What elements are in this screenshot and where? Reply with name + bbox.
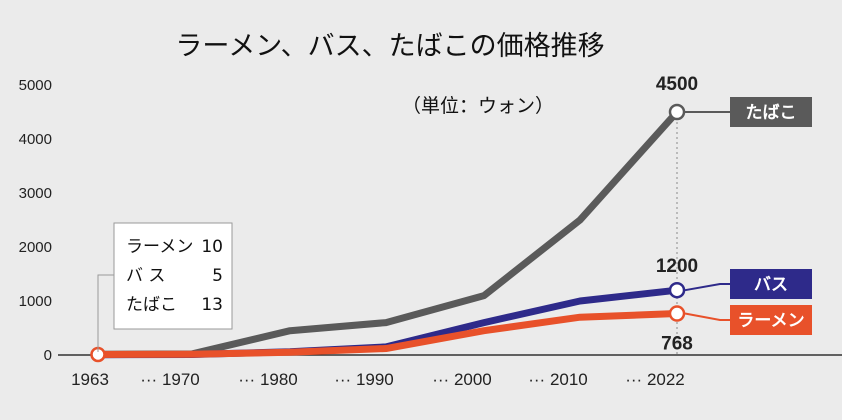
series-lines [94, 108, 681, 359]
end-point-marker [668, 305, 686, 322]
series-tag-box [730, 269, 812, 299]
chart-title: ラーメン、バス、たばこの価格推移 [175, 31, 604, 62]
note-leader-line [97, 274, 114, 352]
y-tick-label: 2000 [19, 239, 52, 256]
note-box [113, 222, 233, 330]
series-tag-label: バス [754, 275, 788, 295]
value-labels: 4500 1200 768 [656, 74, 698, 355]
tag-connector [684, 283, 730, 292]
tag-connector [684, 312, 730, 321]
x-tick-label: ··· 1980 [238, 370, 298, 389]
series-tag-label: ラーメン [737, 311, 804, 331]
note-value-bus: 5 [212, 266, 223, 286]
end-value-label: 4500 [656, 74, 698, 95]
y-tick-label: 4000 [19, 131, 52, 148]
series-tag-box [730, 97, 812, 127]
x-tick-label: 1963 [71, 370, 109, 389]
y-tick-label: 0 [44, 347, 52, 364]
unit-label: （単位：ウォン） [402, 95, 554, 117]
x-tick-label: ··· 1970 [140, 370, 200, 389]
x-tick-label: ··· 1990 [334, 370, 394, 389]
y-tick-label: 3000 [19, 185, 52, 202]
x-tick-label: ··· 2022 [625, 370, 685, 389]
x-tick-label: ··· 2000 [432, 370, 492, 389]
x-tick-label: ··· 2010 [528, 370, 588, 389]
series-tag-box [730, 305, 812, 335]
end-point-marker [668, 281, 686, 299]
note-name-bus: バ ス [126, 266, 165, 286]
axes: 0 1000 2000 3000 4000 5000 1963 ··· 1970 ··· 198… [19, 77, 842, 389]
series-tag-label: たばこ [746, 103, 797, 123]
note-name-tobacco: たばこ [126, 295, 177, 315]
end-value-label: 768 [661, 334, 693, 355]
series-line-2 [94, 310, 681, 358]
note-value-tobacco: 13 [201, 295, 223, 315]
end-value-label: 1200 [656, 256, 698, 277]
note-value-ramen: 10 [201, 237, 223, 257]
y-tick-label: 5000 [19, 77, 52, 94]
end-markers [90, 103, 686, 363]
note-name-ramen: ラーメン [126, 237, 193, 257]
y-tick-label: 1000 [19, 293, 52, 310]
end-point-marker [668, 103, 686, 121]
start-value-note: ラーメン 10 バ ス 5 たばこ 13 [97, 222, 233, 352]
